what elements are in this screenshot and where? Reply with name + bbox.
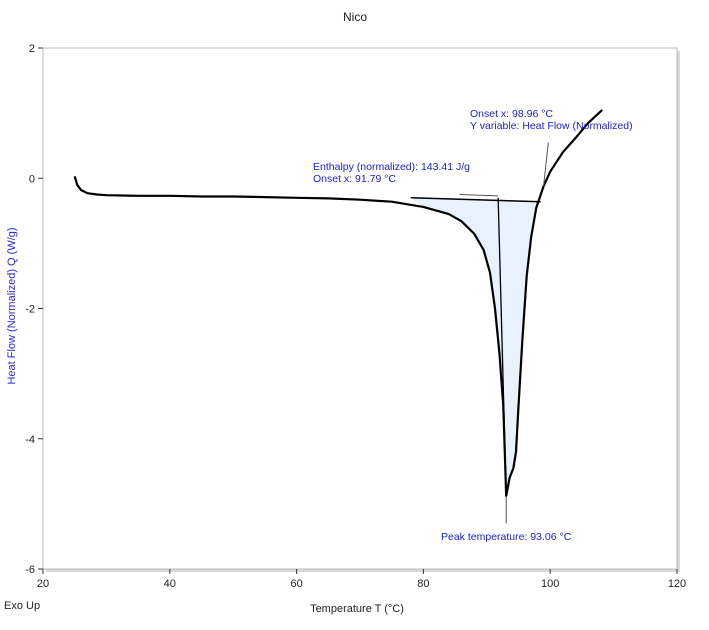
- annotation-text: Onset x: 91.79 °C: [313, 173, 396, 185]
- y-axis-ticks: 2 0 -2 -4 -6: [25, 43, 43, 576]
- x-axis-label: Temperature T (°C): [310, 603, 404, 615]
- x-tick-label: 100: [541, 578, 559, 590]
- annotation-leader: [543, 142, 549, 187]
- annotation-text: Peak temperature: 93.06 °C: [441, 531, 572, 543]
- annotation-text: Enthalpy (normalized): 143.41 J/g: [313, 161, 470, 173]
- y-tick-label: -4: [25, 434, 35, 446]
- integration-baseline: [410, 197, 541, 203]
- chart-title: Nico: [343, 10, 367, 24]
- x-tick-label: 80: [417, 578, 429, 590]
- annotation-text: Onset x: 98.96 °C: [470, 108, 553, 120]
- y-tick-label: 0: [29, 173, 35, 185]
- series-line: [73, 109, 603, 498]
- x-tick-label: 120: [668, 578, 686, 590]
- x-axis-ticks: 20 40 60 80 100 120: [37, 569, 686, 590]
- y-tick-label: 2: [29, 43, 35, 55]
- baseline-line: [410, 197, 541, 203]
- y-tick-label: -6: [25, 564, 35, 576]
- series-layer: [73, 109, 603, 498]
- y-axis-label: Heat Flow (Normalized) Q (W/g): [6, 227, 18, 384]
- annotation-leaders: [459, 142, 549, 524]
- x-tick-label: 60: [290, 578, 302, 590]
- enthalpy-fill-area: [410, 197, 541, 497]
- y-tick-label: -2: [25, 304, 35, 316]
- exo-up-label: Exo Up: [4, 600, 40, 612]
- x-tick-label: 40: [164, 578, 176, 590]
- plot-area: [42, 47, 678, 570]
- enthalpy-fill: [410, 197, 541, 497]
- annotation-text: Y variable: Heat Flow (Normalized): [470, 120, 633, 132]
- annotation-leader: [459, 194, 499, 197]
- x-tick-label: 20: [37, 578, 49, 590]
